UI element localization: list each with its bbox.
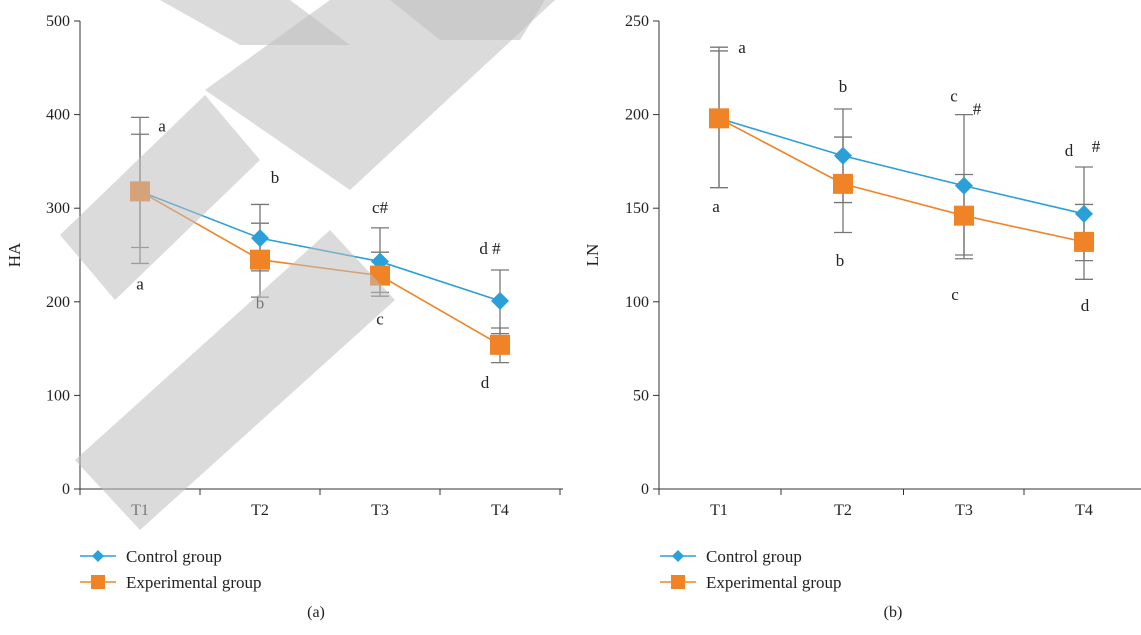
legend-label: Experimental group	[126, 573, 262, 592]
experimental-point	[250, 249, 270, 270]
significance-label: a	[136, 275, 144, 294]
significance-label: c#	[372, 198, 389, 217]
y-tick-label: 200	[46, 294, 70, 311]
control-point	[955, 176, 973, 195]
panel-b-chart: 0 50 100 150 200 250 T1 T2 T3 T4 LN a a b b c # c d # d Contr…	[583, 13, 1141, 621]
legend-label: Experimental group	[706, 573, 842, 592]
y-axis-title: LN	[583, 244, 602, 267]
watermark-stroke	[60, 95, 260, 300]
watermark-stroke	[205, 0, 555, 190]
legend-diamond-marker	[92, 550, 104, 562]
control-point	[834, 146, 852, 165]
significance-label: a	[712, 197, 720, 216]
control-point	[491, 291, 509, 310]
experimental-point	[954, 205, 974, 226]
y-tick-label: 50	[633, 387, 649, 404]
series-line-experimental-group	[718, 117, 1085, 243]
experimental-point	[490, 334, 510, 355]
series-line-control-group	[718, 117, 1085, 215]
experimental-point	[709, 108, 729, 129]
y-tick-label: 200	[625, 107, 649, 124]
significance-label: b	[836, 251, 845, 270]
legend-square-marker	[91, 575, 105, 589]
legend-label: Control group	[126, 547, 222, 566]
y-tick-label: 300	[46, 200, 70, 217]
significance-label: #	[1092, 137, 1101, 156]
watermark-stroke	[390, 0, 545, 40]
y-tick-label: 0	[62, 481, 70, 498]
legend-diamond-marker	[672, 550, 684, 562]
y-tick-label: 400	[46, 107, 70, 124]
panel-label: (a)	[307, 604, 325, 621]
watermark-stroke	[75, 230, 395, 530]
x-tick-label: T3	[955, 502, 973, 519]
x-tick-label: T3	[371, 502, 389, 519]
y-tick-label: 250	[625, 13, 649, 30]
significance-label: c	[951, 285, 959, 304]
significance-label: c	[376, 309, 384, 328]
y-axis-title: HA	[5, 242, 24, 267]
y-tick-label: 150	[625, 200, 649, 217]
significance-label: d	[1081, 296, 1090, 315]
x-tick-label: T1	[710, 502, 728, 519]
y-tick-label: 500	[46, 13, 70, 30]
legend-square-marker	[671, 575, 685, 589]
significance-label: b	[271, 168, 280, 187]
significance-label: #	[973, 100, 982, 119]
control-point	[251, 229, 269, 248]
panel-label: (b)	[884, 604, 903, 621]
significance-label: d	[481, 373, 490, 392]
significance-label: d #	[479, 239, 501, 258]
experimental-point	[833, 173, 853, 194]
experimental-point	[1074, 231, 1094, 252]
x-tick-label: T4	[1075, 502, 1093, 519]
significance-label: a	[158, 116, 166, 135]
x-tick-label: T4	[491, 502, 509, 519]
watermark	[60, 0, 555, 530]
control-point	[1075, 204, 1093, 223]
significance-label: b	[839, 77, 848, 96]
y-tick-label: 100	[625, 294, 649, 311]
significance-label: c	[950, 86, 958, 105]
legend-label: Control group	[706, 547, 802, 566]
y-tick-label: 0	[641, 481, 649, 498]
x-tick-label: T2	[834, 502, 852, 519]
significance-label: a	[738, 38, 746, 57]
x-tick-label: T2	[251, 502, 269, 519]
y-tick-label: 100	[46, 387, 70, 404]
significance-label: d	[1065, 141, 1074, 160]
